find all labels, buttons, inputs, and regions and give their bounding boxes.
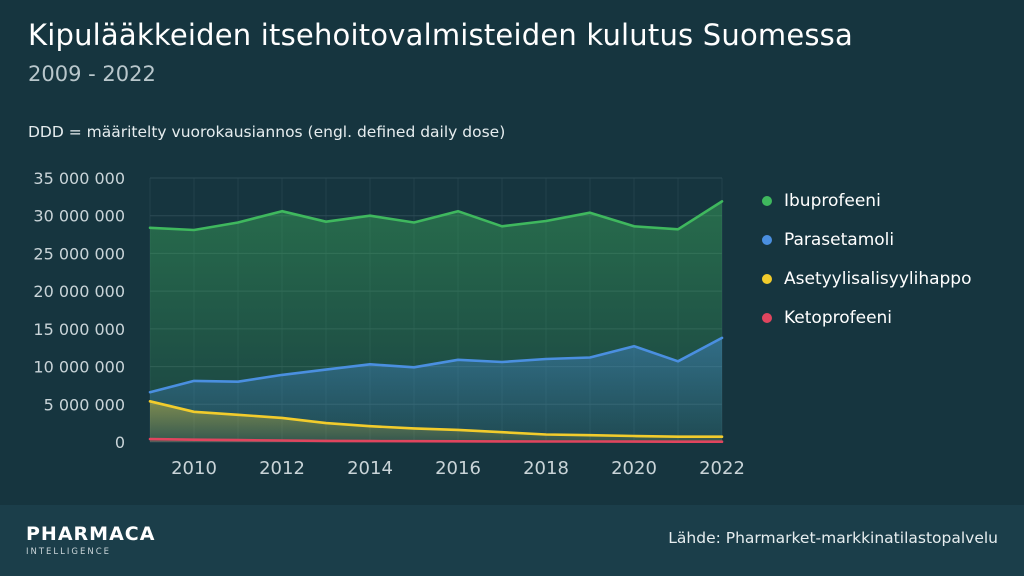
y-tick-label: 25 000 000 (33, 244, 125, 263)
legend-marker-icon (762, 312, 772, 323)
y-tick-label: 15 000 000 (33, 320, 125, 339)
series-lines (148, 200, 724, 443)
x-tick-label: 2010 (171, 458, 217, 479)
line-ibuprofeeni (148, 200, 724, 232)
x-axis-ticks: 2010 2012 2014 2016 2018 2020 2022 (171, 458, 745, 479)
legend: Ibuprofeeni Parasetamoli Asetyylisalisyyli… (762, 181, 972, 337)
y-tick-label: 5 000 000 (44, 395, 125, 414)
legend-label: Ibuprofeeni (784, 190, 881, 211)
legend-item-asetyylisalisyylihappo: Asetyylisalisyylihappo (762, 259, 972, 298)
legend-item-ibuprofeeni: Ibuprofeeni (762, 181, 972, 220)
y-tick-label: 20 000 000 (33, 282, 125, 301)
legend-item-parasetamoli: Parasetamoli (762, 220, 972, 259)
legend-label: Parasetamoli (784, 229, 895, 250)
x-tick-label: 2014 (347, 458, 393, 479)
legend-label: Ketoprofeeni (784, 307, 893, 328)
pharmaca-logo: PHARMACA INTELLIGENCE (26, 523, 155, 557)
y-tick-label: 10 000 000 (33, 358, 125, 377)
y-axis-ticks: 0 5 000 000 10 000 000 15 000 000 20 000 000… (33, 169, 125, 452)
logo-sub-text: INTELLIGENCE (26, 547, 112, 557)
x-tick-label: 2020 (611, 458, 657, 479)
x-tick-label: 2018 (523, 458, 569, 479)
line-parasetamoli (148, 336, 724, 394)
footer: PHARMACA INTELLIGENCE Lähde: Pharmarket-… (0, 505, 1024, 576)
y-tick-label: 0 (115, 433, 125, 452)
legend-marker-icon (762, 234, 772, 245)
legend-marker-icon (762, 195, 772, 206)
chart-title: Kipulääkkeiden itsehoitovalmisteiden kul… (28, 18, 853, 52)
source-text: Lähde: Pharmarket-markkinatilastopalvelu (668, 529, 998, 547)
x-tick-label: 2016 (435, 458, 481, 479)
line-chart: 0 5 000 000 10 000 000 15 000 000 20 000 000… (33, 169, 745, 479)
x-tick-label: 2012 (259, 458, 305, 479)
legend-marker-icon (762, 273, 772, 284)
chart-subtitle: 2009 - 2022 (28, 62, 156, 86)
x-tick-label: 2022 (699, 458, 745, 479)
line-asetyylisalisyylihappo (148, 400, 724, 438)
ddd-note: DDD = määritelty vuorokausiannos (engl. … (28, 123, 506, 141)
area-parasetamoli (150, 337, 722, 442)
legend-item-ketoprofeeni: Ketoprofeeni (762, 298, 972, 337)
logo-main-text: PHARMACA (26, 523, 156, 545)
area-asetyylisalisyylihappo (150, 401, 722, 442)
y-tick-label: 30 000 000 (33, 207, 125, 226)
y-tick-label: 35 000 000 (33, 169, 125, 188)
series-areas (150, 201, 722, 442)
line-ketoprofeeni (148, 437, 724, 443)
legend-label: Asetyylisalisyylihappo (784, 268, 972, 289)
